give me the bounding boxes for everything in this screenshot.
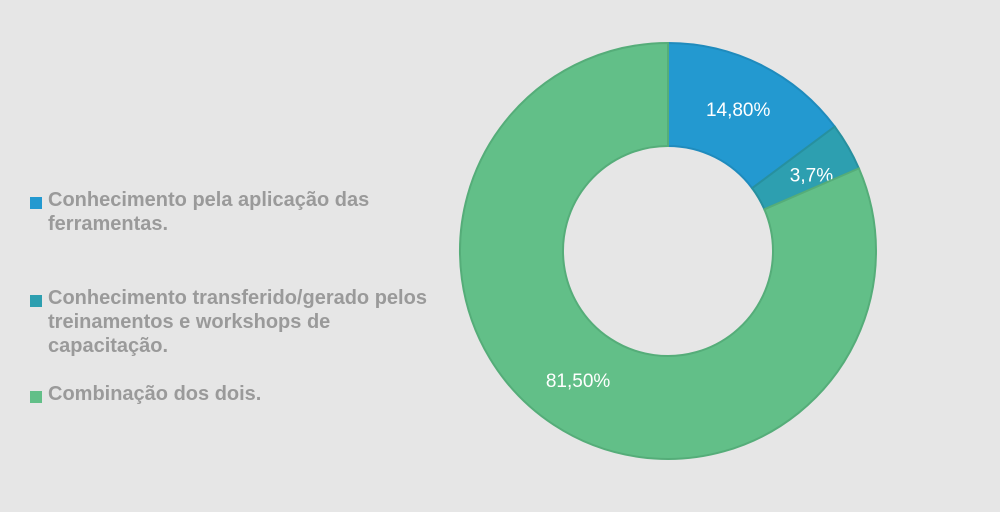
data-label-treinamentos: 3,7% — [790, 166, 833, 187]
data-label-ferramentas: 14,80% — [706, 100, 771, 121]
legend-label-ferramentas: Conhecimento pela aplicação das ferramen… — [48, 189, 370, 235]
legend-label-treinamentos: Conhecimento transferido/gerado pelos tr… — [48, 287, 427, 357]
legend-swatch-ferramentas — [30, 197, 42, 209]
legend-swatch-treinamentos — [30, 295, 42, 307]
legend-item-ferramentas: Conhecimento pela aplicação das ferramen… — [30, 188, 430, 236]
legend-item-combinacao: Combinação dos dois. — [30, 382, 430, 406]
legend-label-combinacao: Combinação dos dois. — [48, 383, 262, 405]
data-label-combinacao: 81,50% — [546, 371, 611, 392]
legend-swatch-combinacao — [30, 391, 42, 403]
donut-slice-combinacao — [459, 41, 877, 460]
donut-slice-ferramentas — [667, 41, 837, 190]
legend-item-treinamentos: Conhecimento transferido/gerado pelos tr… — [30, 286, 430, 358]
